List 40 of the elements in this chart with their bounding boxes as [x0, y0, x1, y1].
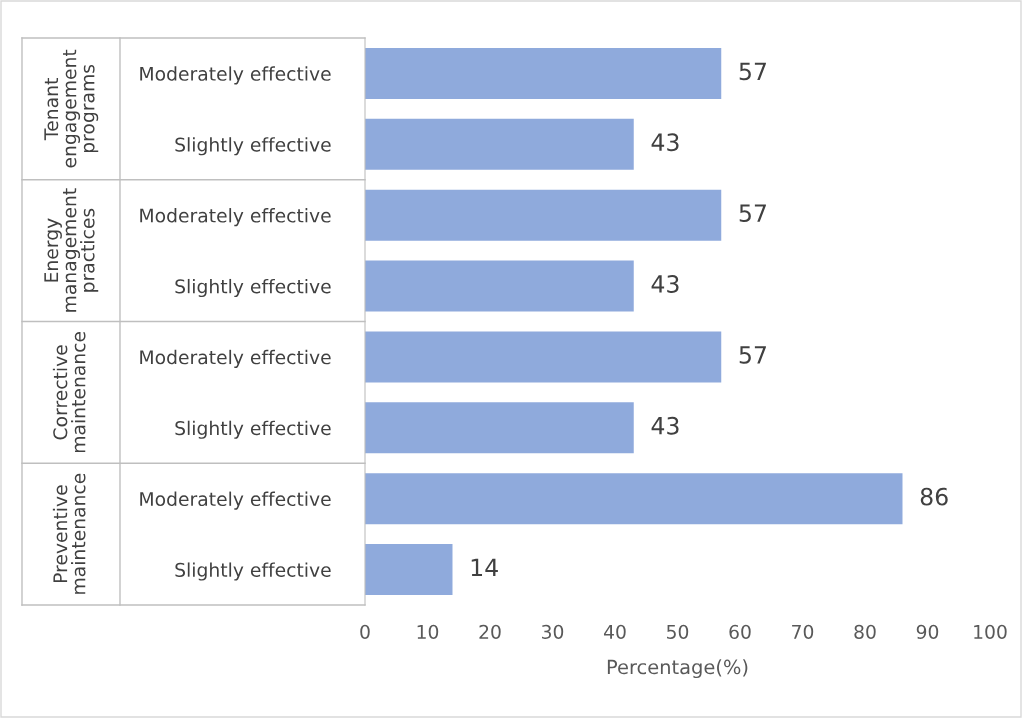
x-tick-label: 90 — [916, 624, 939, 639]
y-tick-label: Moderately effective — [140, 208, 331, 227]
x-tick-label: 80 — [854, 624, 876, 639]
bar — [365, 118, 634, 170]
text: Corrective maintenance — [52, 331, 86, 453]
y-tick-label: Moderately effective — [140, 349, 331, 368]
x-tick-label: 20 — [479, 624, 501, 639]
x-tick-label: 0 — [360, 624, 370, 639]
bar — [365, 473, 903, 525]
text: Energy management practices — [44, 188, 99, 312]
data-label: 43 — [651, 275, 679, 293]
data-label: 43 — [651, 133, 679, 152]
y-tick-label: Slightly effective — [175, 278, 331, 298]
bar — [365, 544, 453, 596]
data-label: 43 — [651, 416, 679, 435]
bar — [365, 189, 722, 241]
bar — [365, 402, 634, 454]
x-tick-label: 50 — [667, 624, 689, 639]
y-tick-label: Moderately effective — [140, 66, 331, 85]
x-tick-label: 30 — [542, 624, 564, 639]
bar — [365, 47, 722, 99]
data-label: 57 — [739, 62, 766, 81]
bar — [365, 331, 722, 383]
y-tick-label: Slightly effective — [175, 562, 331, 581]
data-label: 57 — [739, 204, 766, 223]
x-tick-label: 70 — [792, 624, 814, 639]
data-label: 86 — [920, 487, 948, 506]
x-tick-label: 100 — [974, 624, 1007, 639]
data-label: 57 — [739, 346, 766, 364]
text: Preventive maintenance — [52, 473, 86, 594]
text: Tenant engagement programs — [44, 49, 99, 168]
y-tick-label: Slightly effective — [175, 137, 331, 156]
x-axis-title: Percentage(%) — [607, 659, 748, 679]
y-tick-label: Moderately effective — [140, 491, 331, 510]
data-label: 14 — [471, 558, 498, 577]
x-tick-label: 10 — [417, 624, 439, 639]
x-tick-label: 40 — [603, 624, 626, 639]
y-tick-label: Slightly effective — [175, 420, 331, 439]
x-tick-label: 60 — [729, 624, 751, 639]
bar — [365, 260, 634, 312]
